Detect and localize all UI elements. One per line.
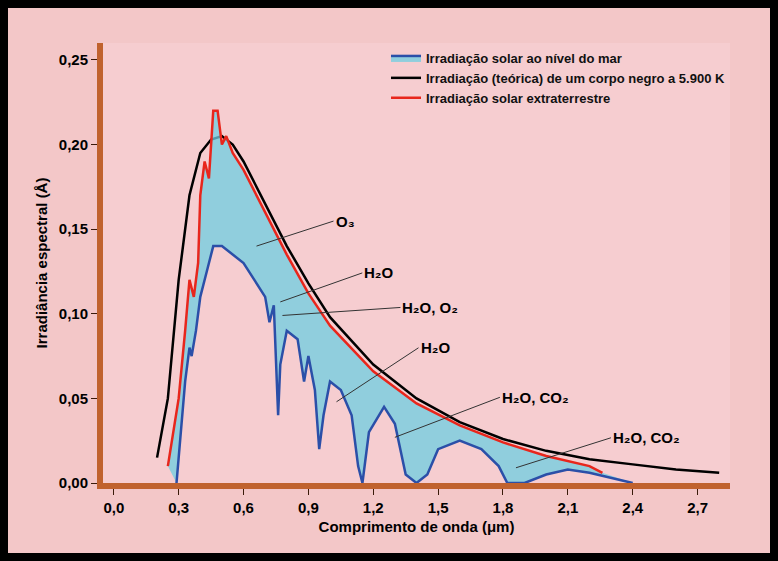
- svg-text:2,1: 2,1: [557, 499, 578, 516]
- svg-text:0,0: 0,0: [103, 499, 124, 516]
- svg-text:0,20: 0,20: [59, 136, 88, 153]
- svg-text:H₂O: H₂O: [421, 339, 450, 356]
- svg-text:H₂O, CO₂: H₂O, CO₂: [613, 429, 680, 446]
- svg-text:H₂O: H₂O: [364, 264, 393, 281]
- svg-text:H₂O, CO₂: H₂O, CO₂: [502, 389, 569, 406]
- svg-text:Irradiância espectral (Å): Irradiância espectral (Å): [33, 178, 50, 349]
- svg-text:1,8: 1,8: [493, 499, 514, 516]
- svg-text:0,25: 0,25: [59, 51, 88, 68]
- svg-text:0,10: 0,10: [59, 305, 88, 322]
- svg-text:Irradiação (teórica) de um cor: Irradiação (teórica) de um corpo negro a…: [426, 71, 725, 86]
- svg-text:2,7: 2,7: [687, 499, 708, 516]
- svg-text:Irradiação solar extraterrestr: Irradiação solar extraterrestre: [426, 91, 610, 106]
- svg-text:Irradiação solar ao nível do m: Irradiação solar ao nível do mar: [426, 51, 622, 66]
- svg-text:0,15: 0,15: [59, 220, 88, 237]
- svg-text:2,4: 2,4: [622, 499, 644, 516]
- svg-text:O₃: O₃: [336, 213, 355, 230]
- svg-text:0,6: 0,6: [233, 499, 254, 516]
- svg-text:0,05: 0,05: [59, 390, 88, 407]
- svg-text:0,00: 0,00: [59, 474, 88, 491]
- svg-text:0,9: 0,9: [298, 499, 319, 516]
- svg-text:1,5: 1,5: [428, 499, 449, 516]
- svg-text:0,3: 0,3: [168, 499, 189, 516]
- svg-text:1,2: 1,2: [363, 499, 384, 516]
- svg-text:Comprimento de onda (μm): Comprimento de onda (μm): [319, 518, 515, 535]
- svg-text:H₂O, O₂: H₂O, O₂: [402, 299, 458, 316]
